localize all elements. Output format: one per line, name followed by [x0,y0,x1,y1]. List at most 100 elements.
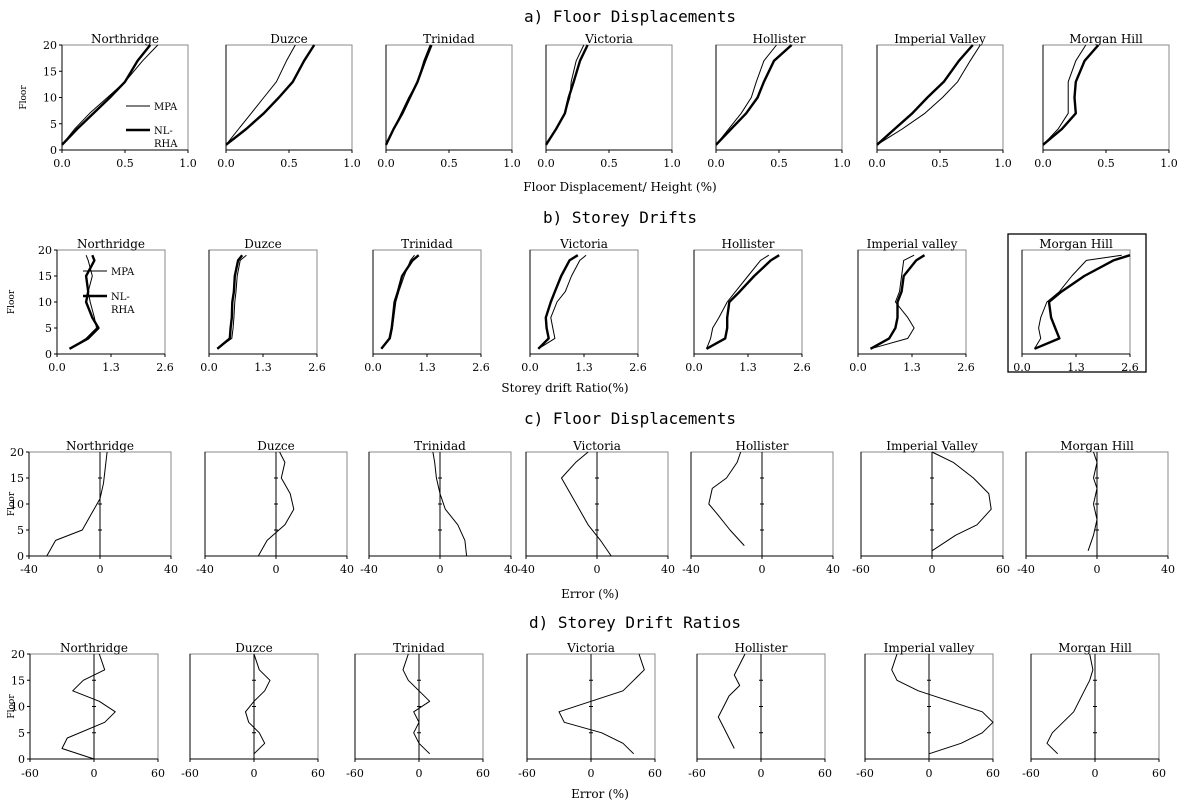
row-c-title: c) Floor Displacements [524,409,736,428]
x-tick-label: 0.5 [280,157,298,170]
series-line-mpa [706,254,770,349]
y-tick-label: 10 [43,92,57,105]
panel-d-hollister: Hollister -60 0 60 [688,641,832,780]
panel-title: Trinidad [414,439,466,453]
x-tick-label: 2.6 [957,361,975,374]
panel-b-imperial-valley: Imperial valley 0.0 1.3 2.6 [849,237,975,374]
panel-title: Imperial valley [867,237,958,251]
legend-a: MPA NL-RHA [126,102,178,150]
plot-frame [876,44,1004,151]
x-tick-label: 0 [929,563,936,576]
x-tick-label: 60 [986,767,1000,780]
series-line-mpa [61,44,159,146]
panel-b-duzce: Duzce 0.0 1.3 2.6 [200,237,326,374]
x-tick-label: 1.3 [254,361,272,374]
x-tick-label: 0.5 [770,157,788,170]
panel-title: Imperial Valley [886,439,978,453]
x-tick-label: 0.5 [600,157,618,170]
x-tick-label: 0.0 [48,361,66,374]
panel-title: Northridge [60,641,128,655]
y-tick-label: 5 [50,118,57,131]
x-tick-label: 2.6 [472,361,490,374]
x-tick-label: 1.3 [102,361,120,374]
row-b-xlabel: Storey drift Ratio(%) [501,381,628,395]
x-tick-label: 1.3 [1067,361,1085,374]
y-tick-label: 5 [45,322,52,335]
x-tick-label: 1.0 [343,157,361,170]
plot-frame [545,44,673,151]
x-tick-label: 0.0 [377,157,395,170]
panel-title: Hollister [735,439,788,453]
y-tick-label: 0 [18,753,25,766]
x-tick-label: 0 [91,767,98,780]
plot-frame [385,44,513,151]
panel-title: Trinidad [393,641,445,655]
x-tick-label: 1.0 [994,157,1012,170]
x-tick-label: 0 [588,767,595,780]
panel-c-victoria: Victoria -40 0 40 [517,439,675,576]
series-line-nl-rha [1042,44,1100,146]
panel-a-hollister: Hollister 0.0 0.5 1.0 [707,32,851,170]
y-tick-label: 10 [10,498,24,511]
y-tick-label: 15 [10,472,24,485]
row-a-title: a) Floor Displacements [524,7,736,26]
x-tick-label: 0.0 [53,157,71,170]
x-tick-label: 1.3 [418,361,436,374]
x-tick-label: -60 [856,767,874,780]
x-tick-label: 1.0 [833,157,851,170]
row-b-title: b) Storey Drifts [543,208,697,227]
panel-d-victoria: Victoria -60 0 60 [518,641,662,780]
x-tick-label: -60 [346,767,364,780]
series-line-mpa [715,44,777,146]
series-line-nl-rha [384,44,433,146]
x-tick-label: -60 [688,767,706,780]
series-line-error [561,451,612,557]
legend-label-mpa: MPA [154,102,178,113]
x-tick-label: 1.3 [575,361,593,374]
panel-title: Duzce [235,641,273,655]
series-line-mpa [545,44,585,146]
series-line-error [708,451,745,546]
x-tick-label: 40 [340,563,354,576]
panel-b-victoria: Victoria 0.0 1.3 2.6 [521,237,647,374]
x-tick-label: 0.0 [537,157,555,170]
x-tick-label: 2.6 [156,361,174,374]
x-tick-label: 0.0 [868,157,886,170]
x-tick-label: 0.0 [364,361,382,374]
row-storey-drift-errors: d) Storey Drift Ratios Error (%) Floor No… [7,613,1166,801]
row-storey-drifts: b) Storey Drifts Storey drift Ratio(%) F… [7,208,1147,395]
x-tick-label: 1.0 [503,157,521,170]
panel-a-trinidad: Trinidad 0.0 0.5 1.0 [377,32,521,170]
y-tick-label: 20 [11,648,25,661]
x-tick-label: 60 [818,767,832,780]
y-tick-label: 20 [10,446,24,459]
series-line-error [1046,653,1094,755]
y-tick-label: 0 [17,550,24,563]
x-tick-label: 0.0 [707,157,725,170]
panel-title: Hollister [752,32,805,46]
x-tick-label: -60 [1022,767,1040,780]
x-tick-label: 0 [1094,563,1101,576]
plot-frame [208,249,318,355]
plot-frame [529,249,639,355]
panel-title: Duzce [257,439,295,453]
x-tick-label: 1.3 [739,361,757,374]
panel-title: Victoria [572,439,621,453]
x-tick-label: 1.3 [903,361,921,374]
panel-b-morgan-hill: Morgan Hill 0.0 1.3 2.6 [1007,233,1147,374]
series-line-mpa [1042,44,1087,146]
x-tick-label: 1.0 [1160,157,1178,170]
panel-a-morgan-hill: Morgan Hill 0.0 0.5 1.0 [1034,32,1178,170]
x-tick-label: 0.5 [1097,157,1115,170]
legend-b: MPA NL-RHA [83,267,135,316]
x-tick-label: 0.0 [685,361,703,374]
x-tick-label: 60 [1152,767,1166,780]
row-c-xlabel: Error (%) [561,587,619,601]
plot-frame [715,44,843,151]
panel-a-victoria: Victoria 0.0 0.5 1.0 [537,32,681,170]
series-line-nl-rha [544,44,589,146]
panel-a-imperial-valley: Imperial Valley 0.0 0.5 1.0 [868,32,1012,170]
x-tick-label: 60 [648,767,662,780]
series-line-error [245,653,271,755]
